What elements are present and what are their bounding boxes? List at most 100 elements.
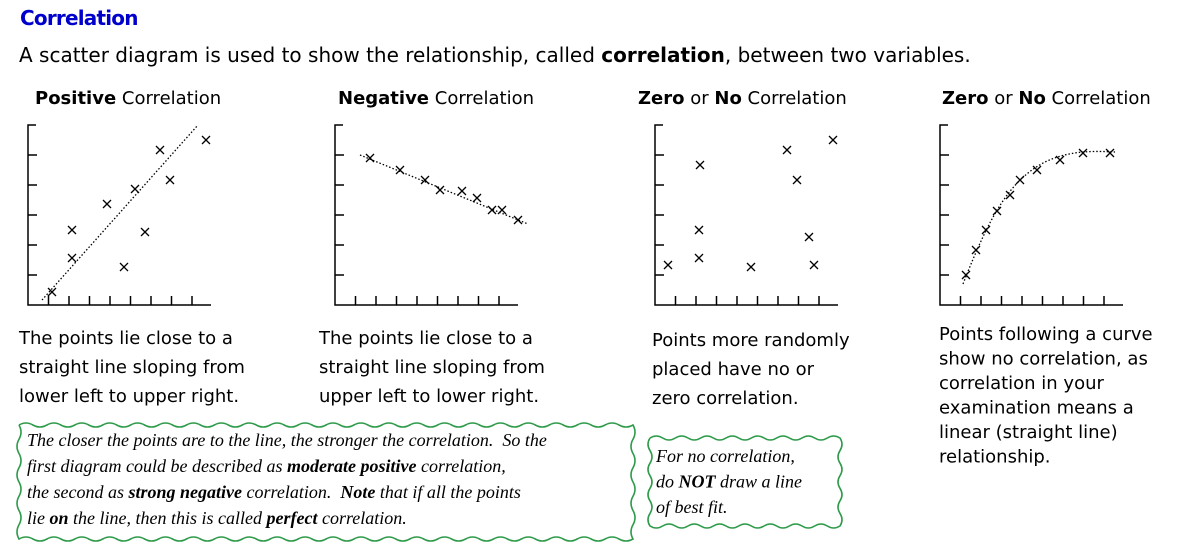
- bold-run: Positive: [35, 88, 116, 109]
- point: [67, 225, 77, 235]
- text-run: or: [685, 88, 715, 109]
- point: [1015, 175, 1025, 185]
- bold-run: Zero: [638, 88, 685, 109]
- point: [140, 227, 150, 237]
- point: [487, 205, 497, 215]
- axes: [939, 124, 1123, 306]
- text-line: first diagram could be described as mode…: [27, 456, 506, 476]
- bold-run: Negative: [338, 88, 429, 109]
- bold-run: NOT: [678, 472, 717, 492]
- bold-run: Note: [339, 482, 375, 502]
- point: [1055, 155, 1065, 165]
- text-line: For no correlation,: [655, 446, 795, 466]
- axes: [27, 124, 211, 306]
- text-run: the second as: [27, 482, 128, 502]
- bold-run: perfect: [264, 508, 318, 528]
- text-line: do NOT draw a line: [656, 472, 802, 492]
- text-run: lie: [27, 508, 50, 528]
- point: [792, 175, 802, 185]
- point: [47, 287, 57, 297]
- description: Points following a curve: [939, 324, 1153, 345]
- text-run: For no correlation,: [655, 446, 795, 466]
- point: [365, 153, 375, 163]
- axes: [654, 124, 838, 306]
- text-line: Negative Correlation: [338, 88, 534, 109]
- text-line: The closer the points are to the line, t…: [27, 430, 547, 450]
- description: Points more randomly: [652, 330, 850, 351]
- point: [420, 175, 430, 185]
- text-run: Correlation: [429, 88, 534, 109]
- description: relationship.: [939, 447, 1051, 468]
- text-run: Correlation: [742, 88, 847, 109]
- point: [782, 145, 792, 155]
- text-line: lie on the line, then this is called per…: [27, 508, 407, 528]
- text-line: Positive Correlation: [35, 88, 221, 109]
- bold-run: Zero: [942, 88, 989, 109]
- text-line: Zero or No Correlation: [638, 88, 847, 109]
- point: [981, 225, 991, 235]
- text-run: of best fit.: [656, 497, 728, 517]
- scatter-diagram: [27, 124, 211, 306]
- text-line: Zero or No Correlation: [942, 88, 1151, 109]
- line-of-best-fit: [962, 150, 1116, 285]
- bold-run: correlation: [601, 43, 725, 67]
- description: placed have no or: [652, 359, 815, 380]
- description: lower left to upper right.: [19, 386, 239, 407]
- bold-run: No: [1018, 88, 1045, 109]
- line-of-best-fit: [359, 154, 529, 225]
- description: straight line sloping from: [19, 357, 245, 378]
- text-run: Correlation: [1046, 88, 1151, 109]
- text-line: the second as strong negative correlatio…: [27, 482, 521, 502]
- text-line: A scatter diagram is used to show the re…: [19, 43, 971, 67]
- text-run: draw a line: [716, 472, 803, 492]
- text-run: that if all the points: [375, 482, 521, 502]
- bold-run: on: [50, 508, 69, 528]
- description: upper left to lower right.: [319, 386, 539, 407]
- text-run: do: [656, 472, 679, 492]
- point: [119, 262, 129, 272]
- bold-run: moderate positive: [287, 456, 416, 476]
- note-border: [16, 422, 636, 542]
- point: [1105, 148, 1115, 158]
- description: linear (straight line): [939, 422, 1118, 443]
- point: [67, 253, 77, 263]
- description: The points lie close to a: [318, 328, 533, 349]
- text-line: of best fit.: [656, 497, 728, 517]
- point: [435, 185, 445, 195]
- point: [992, 206, 1002, 216]
- text-run: the line, then this is called: [69, 508, 267, 528]
- point: [165, 175, 175, 185]
- point: [1005, 190, 1015, 200]
- description: show no correlation, as: [939, 349, 1148, 370]
- scatter-diagram: [654, 124, 838, 306]
- text-run: correlation.: [317, 508, 406, 528]
- description: zero correlation.: [652, 388, 799, 409]
- point: [809, 260, 819, 270]
- text-run: A scatter diagram is used to show the re…: [19, 43, 601, 67]
- point: [828, 135, 838, 145]
- point: [695, 160, 705, 170]
- title: Correlation: [20, 6, 138, 30]
- point: [746, 262, 756, 272]
- point: [1078, 148, 1088, 158]
- point: [395, 165, 405, 175]
- point: [457, 186, 467, 196]
- text-run: Correlation: [116, 88, 221, 109]
- aside-border: [647, 435, 843, 529]
- point: [694, 225, 704, 235]
- point: [1032, 165, 1042, 175]
- description: The points lie close to a: [18, 328, 233, 349]
- point: [497, 205, 507, 215]
- text-run: or: [989, 88, 1019, 109]
- point: [102, 199, 112, 209]
- point: [694, 253, 704, 263]
- point: [472, 193, 482, 203]
- point: [804, 232, 814, 242]
- point: [971, 245, 981, 255]
- scatter-diagram: [939, 124, 1123, 306]
- point: [961, 270, 971, 280]
- description: straight line sloping from: [319, 357, 545, 378]
- point: [663, 260, 673, 270]
- line-of-best-fit: [41, 124, 199, 301]
